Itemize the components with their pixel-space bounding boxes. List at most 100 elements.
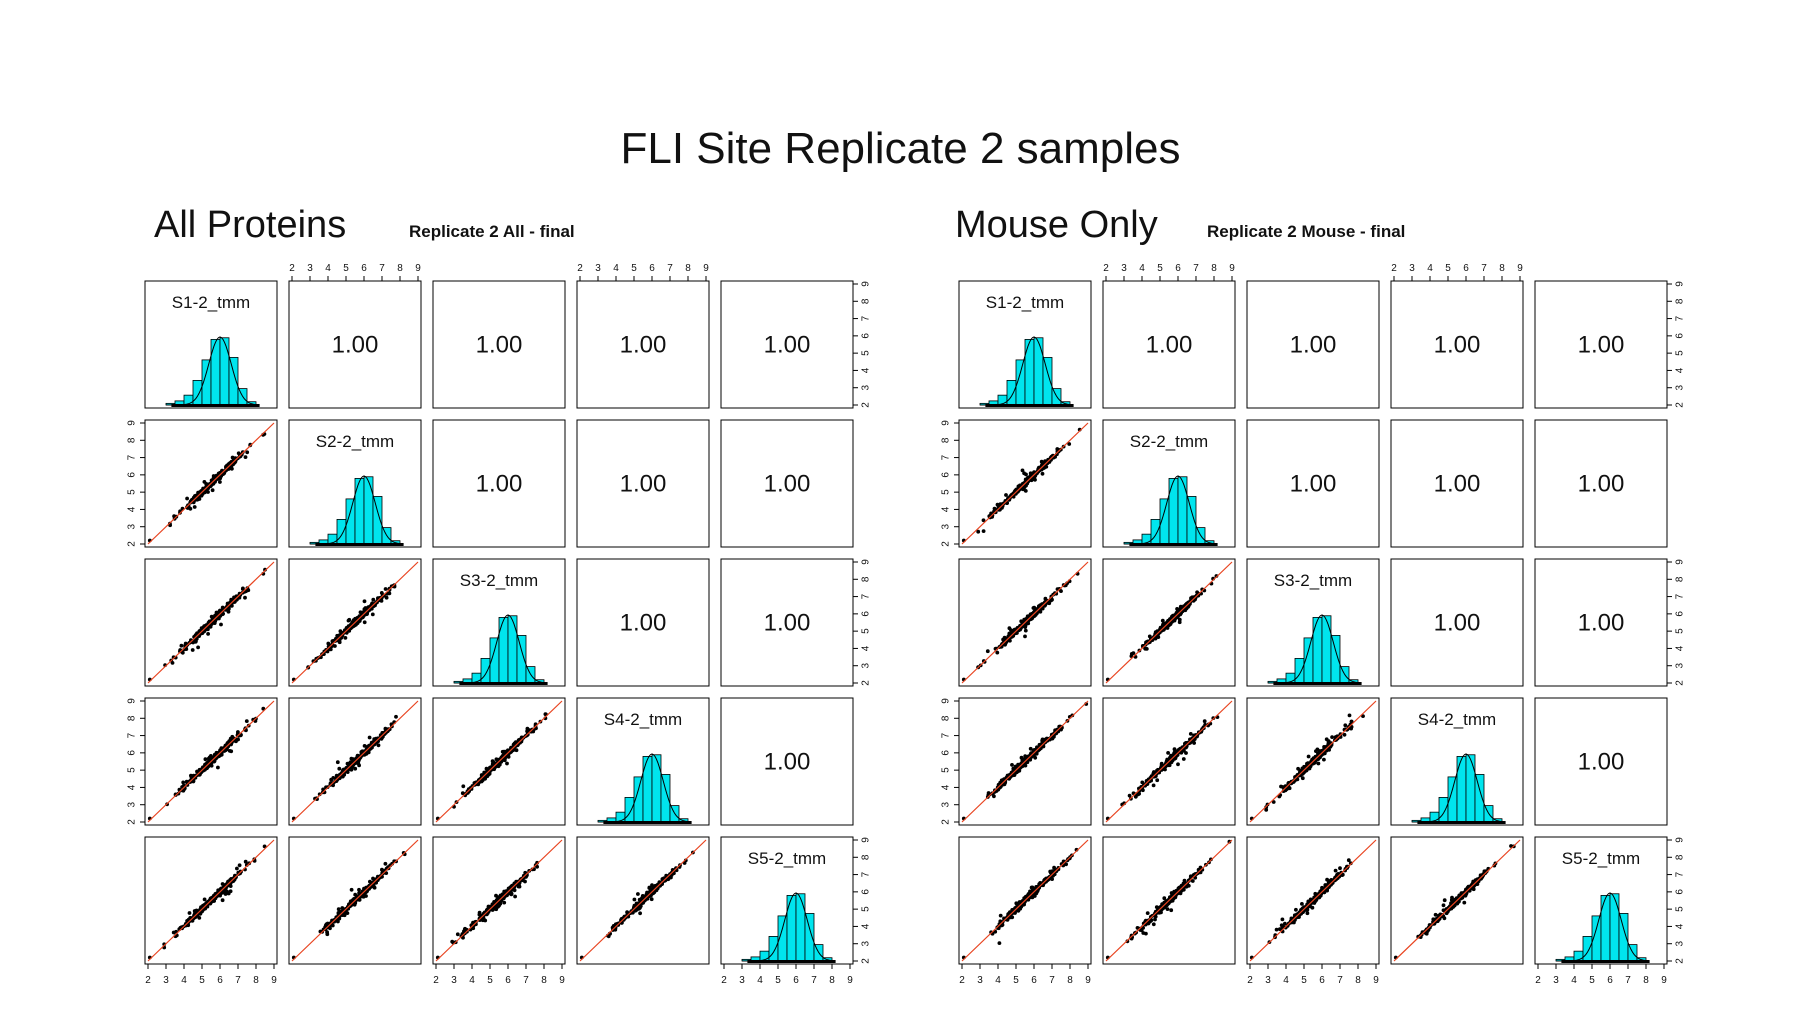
variable-label: S1-2_tmm — [986, 293, 1064, 312]
histogram-bar — [1033, 337, 1044, 406]
panel-r2-c2: S2-2_tmm — [288, 419, 422, 548]
histogram-bar — [1177, 476, 1188, 545]
data-point — [192, 505, 197, 509]
data-point — [190, 648, 195, 652]
panel-r1-c1: S1-2_tmm — [144, 280, 278, 409]
panel-r1-c2: 1.00 — [288, 280, 422, 409]
panel-r2-c4: 1.00 — [576, 419, 710, 548]
data-point — [245, 450, 250, 455]
correlation-value: 1.00 — [1578, 471, 1625, 498]
panel-r1-c4: 1.00 — [1390, 280, 1524, 409]
correlation-value: 1.00 — [1578, 610, 1625, 637]
correlation-value: 1.00 — [764, 471, 811, 498]
histogram-bar — [1168, 477, 1179, 545]
data-point — [185, 496, 190, 501]
data-point — [243, 455, 248, 459]
data-point — [379, 591, 384, 595]
histogram-bar — [1438, 797, 1449, 823]
panel-r3-c3: S3-2_tmm — [1246, 558, 1380, 687]
histogram-bar — [1294, 658, 1305, 684]
data-point — [205, 484, 210, 488]
variable-label: S2-2_tmm — [1130, 432, 1208, 451]
data-point — [179, 643, 184, 648]
panel-frame — [576, 280, 710, 409]
data-point — [338, 629, 343, 634]
data-point — [1330, 735, 1334, 739]
fit-line — [1105, 700, 1233, 823]
histogram-bar — [1465, 754, 1476, 823]
data-point — [387, 591, 392, 596]
data-point — [243, 595, 247, 600]
fit-line — [291, 561, 419, 684]
panel-r1-c5: 1.00 — [1534, 280, 1668, 409]
data-point — [1028, 746, 1033, 751]
data-point — [985, 649, 990, 654]
data-point — [1155, 778, 1160, 783]
histogram-bar — [1006, 379, 1017, 406]
data-point — [1176, 762, 1180, 767]
data-point — [362, 599, 367, 604]
correlation-value: 1.00 — [1578, 749, 1625, 776]
panel-r1-c3: 1.00 — [432, 280, 566, 409]
data-point — [992, 506, 997, 511]
data-point — [1023, 623, 1028, 628]
data-point — [997, 941, 1002, 945]
page-title: FLI Site Replicate 2 samples — [620, 124, 1181, 173]
data-point — [981, 529, 986, 533]
rug-marks — [1417, 821, 1506, 824]
data-point — [1306, 754, 1311, 759]
data-point — [1023, 634, 1027, 639]
panel-frame — [288, 558, 422, 687]
data-point — [1137, 791, 1141, 796]
data-point — [1300, 776, 1305, 781]
data-point — [326, 641, 331, 646]
correlation-value: 1.00 — [1434, 610, 1481, 637]
rug-marks — [1129, 543, 1218, 546]
fit-line — [961, 839, 1089, 962]
data-point — [1010, 915, 1015, 920]
panel-r3-c1 — [144, 558, 278, 687]
data-point — [183, 641, 188, 646]
panel-r4-c5: 1.00 — [1534, 697, 1668, 826]
fit-line — [147, 561, 275, 684]
data-point — [1020, 758, 1025, 763]
correlation-value: 1.00 — [1290, 471, 1337, 498]
panel-r3-c5: 1.00 — [1534, 558, 1668, 687]
histogram-bar — [1150, 519, 1161, 545]
panel-frame — [432, 419, 566, 548]
panel-r3-c2 — [1102, 558, 1236, 687]
data-point — [1023, 754, 1028, 759]
panel-r1-c2: 1.00 — [1102, 280, 1236, 409]
panel-r1-c5: 1.00 — [720, 280, 854, 409]
panel-frame — [288, 419, 422, 548]
panel-frame — [432, 558, 566, 687]
data-point — [1173, 749, 1178, 753]
data-point — [1324, 737, 1329, 742]
data-point — [1181, 757, 1186, 761]
data-point — [318, 655, 322, 659]
chart-title-all: Replicate 2 All - final — [409, 222, 575, 241]
panel-r1-c1: S1-2_tmm — [958, 280, 1092, 409]
data-point — [347, 617, 352, 622]
data-point — [1169, 908, 1174, 913]
data-point — [1177, 617, 1182, 622]
panel-r2-c5: 1.00 — [1534, 419, 1668, 548]
panel-r5-c2 — [1102, 836, 1236, 965]
panel-frame — [720, 280, 854, 409]
panel-frame — [720, 419, 854, 548]
correlation-value: 1.00 — [764, 332, 811, 359]
data-point — [995, 650, 1000, 655]
data-point — [188, 506, 193, 511]
data-point — [1202, 719, 1207, 724]
data-point — [1322, 757, 1326, 762]
panel-r1-c4: 1.00 — [576, 280, 710, 409]
data-point — [214, 610, 219, 615]
data-point — [384, 595, 389, 600]
correlation-value: 1.00 — [476, 471, 523, 498]
data-point — [206, 632, 211, 636]
data-point — [1156, 635, 1161, 639]
data-point — [1014, 901, 1019, 906]
data-point — [1347, 713, 1352, 718]
panel-frame — [144, 419, 278, 548]
